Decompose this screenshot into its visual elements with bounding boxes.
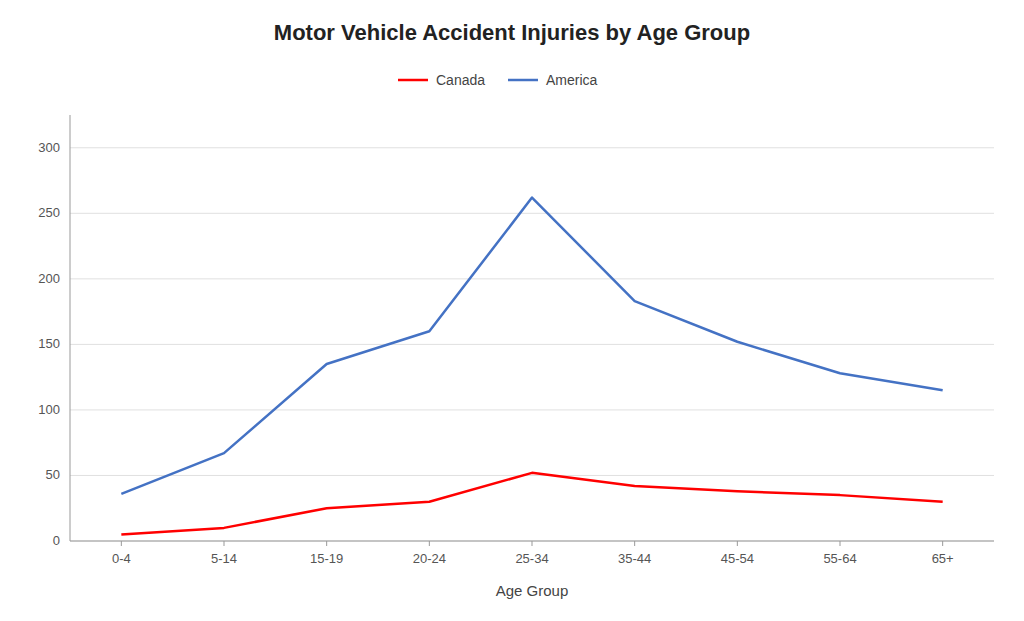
grid-line [70, 344, 994, 345]
y-tick-label: 200 [38, 271, 60, 286]
x-tick-label: 5-14 [211, 551, 237, 566]
grid-line [70, 475, 994, 476]
x-tick-label: 0-4 [112, 551, 131, 566]
x-tick [840, 541, 841, 546]
x-tick [532, 541, 533, 546]
legend-swatch [508, 79, 538, 82]
x-tick-label: 55-64 [823, 551, 856, 566]
legend-label: Canada [436, 72, 485, 88]
series-line [121, 198, 942, 494]
x-tick [737, 541, 738, 546]
x-tick [634, 541, 635, 546]
y-tick-label: 300 [38, 140, 60, 155]
x-tick-label: 20-24 [413, 551, 446, 566]
chart-svg: Motor Vehicle Accident Injuries by Age G… [0, 0, 1024, 621]
x-tick-label: 65+ [932, 551, 954, 566]
legend-swatch [398, 79, 428, 82]
x-tick [429, 541, 430, 546]
legend-label: America [546, 72, 598, 88]
y-tick-label: 0 [53, 533, 60, 548]
grid-line [70, 213, 994, 214]
series-lines [121, 198, 942, 535]
x-tick-label: 25-34 [515, 551, 548, 566]
grid-line [70, 278, 994, 279]
grid-line [70, 147, 994, 148]
chart-title: Motor Vehicle Accident Injuries by Age G… [274, 20, 750, 45]
x-tick-label: 35-44 [618, 551, 651, 566]
x-axis-label: Age Group [496, 582, 569, 599]
y-tick-label: 250 [38, 205, 60, 220]
x-tick [224, 541, 225, 546]
y-grid [70, 148, 994, 541]
y-axis-line [70, 115, 71, 541]
chart-container: Motor Vehicle Accident Injuries by Age G… [0, 0, 1024, 621]
x-tick [942, 541, 943, 546]
y-tick-label: 150 [38, 336, 60, 351]
y-tick-label: 100 [38, 402, 60, 417]
x-tick-label: 15-19 [310, 551, 343, 566]
x-tick-label: 45-54 [721, 551, 754, 566]
x-tick [121, 541, 122, 546]
series-line [121, 473, 942, 535]
x-tick [326, 541, 327, 546]
legend: Canada America [398, 72, 598, 88]
grid-line [70, 409, 994, 410]
y-tick-label: 50 [46, 467, 60, 482]
